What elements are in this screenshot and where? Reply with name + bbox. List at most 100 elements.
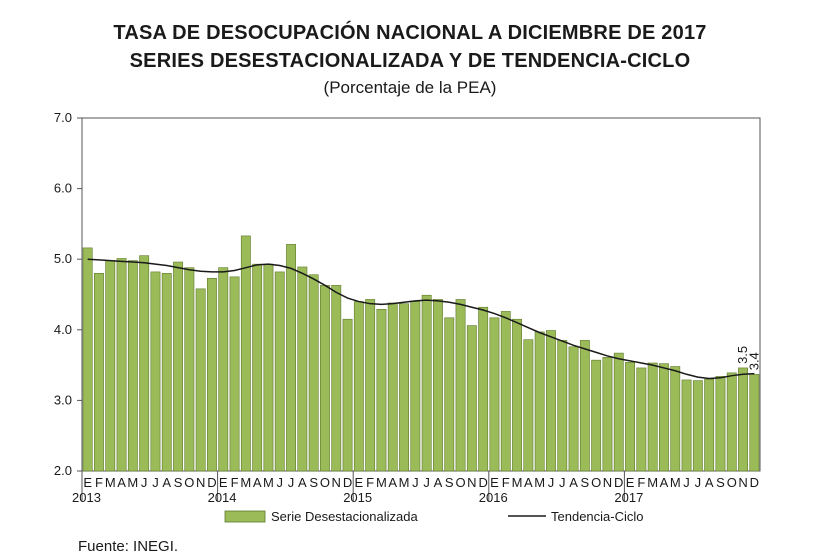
x-tick-label: J	[695, 475, 702, 490]
bar	[625, 361, 635, 472]
bar	[489, 317, 500, 472]
x-tick-label: N	[603, 475, 612, 490]
x-tick-label: A	[298, 475, 307, 490]
bar	[207, 277, 217, 472]
bar	[410, 301, 421, 472]
bar	[704, 378, 715, 472]
bar	[579, 340, 590, 472]
legend: Serie Desestacionalizada Tendencia-Ciclo	[224, 509, 644, 524]
x-tick-label: O	[455, 475, 465, 490]
x-tick-label: A	[117, 475, 126, 490]
bar	[636, 367, 647, 472]
x-tick-label: S	[581, 475, 590, 490]
x-tick-label: F	[366, 475, 374, 490]
bar	[229, 276, 240, 472]
x-tick-label: A	[253, 475, 262, 490]
bar	[274, 271, 285, 472]
x-tick-label: J	[412, 475, 419, 490]
x-tick-label: J	[559, 475, 566, 490]
year-label: 2015	[343, 490, 372, 505]
x-tick-label: N	[738, 475, 747, 490]
bar	[613, 352, 624, 472]
y-tick-label: 5.0	[54, 251, 72, 266]
x-tick-label: A	[162, 475, 171, 490]
bar	[320, 285, 330, 472]
year-label: 2014	[208, 490, 237, 505]
x-tick-label: A	[660, 475, 669, 490]
bar	[421, 294, 432, 472]
bar	[195, 288, 206, 472]
x-tick-label: O	[591, 475, 601, 490]
chart-title-line2: SERIES DESESTACIONALIZADA Y DE TENDENCIA…	[129, 50, 691, 72]
x-tick-label: A	[388, 475, 397, 490]
x-tick-label: S	[174, 475, 183, 490]
x-tick-label: D	[207, 475, 216, 490]
x-tick-label: A	[524, 475, 533, 490]
x-tick-label: O	[184, 475, 194, 490]
x-tick-label: S	[309, 475, 318, 490]
bar	[365, 299, 376, 472]
x-tick-label: O	[727, 475, 737, 490]
bar	[161, 273, 172, 472]
legend-bar-label: Serie Desestacionalizada	[271, 509, 418, 524]
x-tick-label: M	[399, 475, 410, 490]
x-tick-label: M	[376, 475, 387, 490]
x-tick-label: D	[614, 475, 623, 490]
bar	[692, 380, 703, 472]
trend-line	[87, 258, 755, 380]
bar	[523, 339, 534, 472]
bar	[184, 267, 195, 472]
x-tick-label: M	[647, 475, 658, 490]
year-label: 2013	[72, 490, 101, 505]
bar	[659, 363, 669, 472]
x-tick-label: F	[95, 475, 103, 490]
x-tick-label: J	[548, 475, 555, 490]
x-tick-label: N	[332, 475, 341, 490]
bar	[466, 325, 477, 472]
x-tick-label: M	[127, 475, 138, 490]
x-tick-label: F	[502, 475, 510, 490]
bar	[376, 309, 387, 472]
bar	[263, 263, 274, 472]
bar	[534, 331, 545, 472]
x-tick-label: M	[670, 475, 681, 490]
bar	[568, 346, 579, 472]
bar	[444, 317, 455, 472]
x-tick-label: M	[263, 475, 274, 490]
x-tick-label: N	[467, 475, 476, 490]
x-tick-label: F	[637, 475, 645, 490]
x-tick-label: D	[750, 475, 759, 490]
x-tick-label: J	[141, 475, 148, 490]
bar	[591, 359, 602, 472]
x-tick-label: D	[478, 475, 487, 490]
x-tick-label: O	[320, 475, 330, 490]
bar	[726, 372, 737, 472]
trend-series	[87, 258, 755, 380]
x-tick-label: S	[716, 475, 725, 490]
bar	[139, 255, 150, 472]
x-tick-label: M	[512, 475, 523, 490]
x-tick-label: E	[83, 475, 92, 490]
x-tick-label: J	[288, 475, 295, 490]
bar	[353, 301, 364, 472]
x-tick-label: A	[434, 475, 443, 490]
year-label: 2017	[614, 490, 643, 505]
bar	[127, 260, 138, 472]
bar	[738, 367, 748, 472]
bar	[297, 266, 308, 472]
bar	[116, 258, 127, 472]
y-tick-label: 6.0	[54, 181, 72, 196]
bar	[387, 302, 398, 472]
bar-series	[82, 235, 760, 472]
bar	[218, 267, 229, 472]
x-tick-label: J	[277, 475, 284, 490]
x-tick-label: J	[423, 475, 430, 490]
bar	[478, 306, 489, 472]
x-tick-label: J	[683, 475, 690, 490]
y-tick-label: 3.0	[54, 392, 72, 407]
x-tick-label: A	[705, 475, 714, 490]
x-tick-label: M	[240, 475, 251, 490]
source-note: Fuente: INEGI.	[78, 538, 179, 555]
